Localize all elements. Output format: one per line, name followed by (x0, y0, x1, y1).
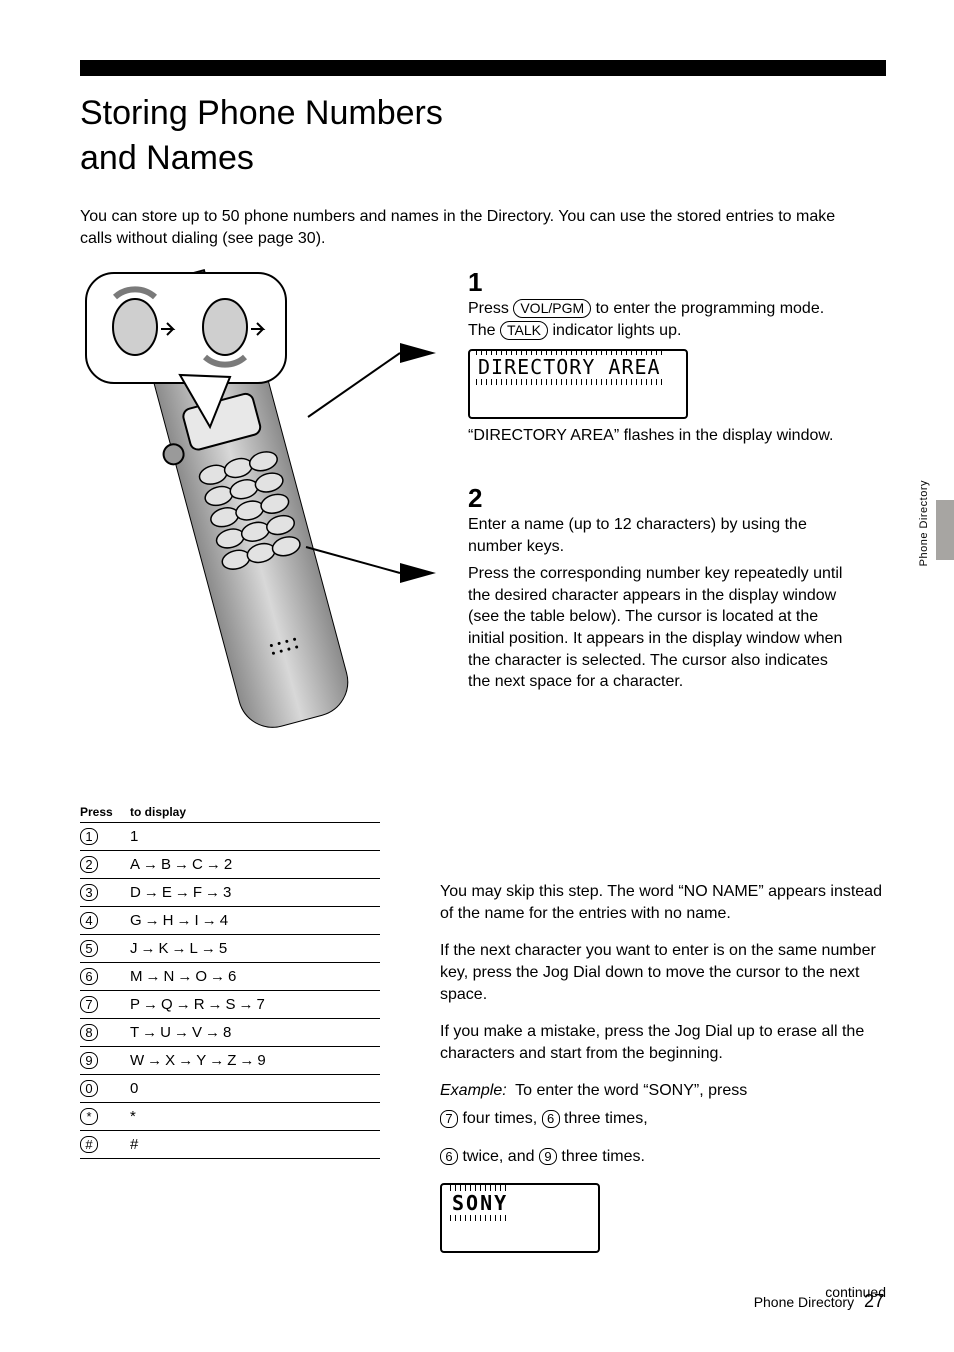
table-keycap: 3 (80, 884, 98, 902)
lcd-text-1: DIRECTORY AREA (478, 355, 661, 379)
example-label-text: Example: (440, 1082, 507, 1099)
page-footer: Phone Directory 27 (754, 1291, 884, 1312)
table-keycap: * (80, 1108, 98, 1126)
table-keycap: 6 (80, 968, 98, 986)
example-text: To enter the word “SONY”, press (515, 1082, 747, 1099)
table-keycap: 2 (80, 856, 98, 874)
note-same-key-a: If the next character you want to enter … (440, 940, 886, 1005)
ex2-mid: twice, and (462, 1148, 538, 1165)
intro-paragraph: You can store up to 50 phone numbers and… (80, 206, 850, 249)
header-rule (80, 60, 886, 76)
section-label-vertical: Phone Directory (918, 480, 930, 566)
section-tab (936, 500, 954, 560)
table-keycap: 9 (80, 1052, 98, 1070)
table-sequence: A→B→C→2 (130, 856, 232, 873)
footer-page-number: 27 (864, 1291, 884, 1311)
page-title-line1: Storing Phone Numbers (80, 94, 886, 133)
page-title-line2: and Names (80, 139, 886, 178)
table-keycap: 7 (80, 996, 98, 1014)
table-sequence: D→E→F→3 (130, 884, 231, 901)
keycap-9: 9 (539, 1148, 557, 1166)
handset-illustration (80, 267, 440, 767)
table-row: 11 (80, 823, 380, 851)
step2-text: Enter a name (up to 12 characters) by us… (468, 514, 854, 557)
table-row: ## (80, 1131, 380, 1159)
step-number-2: 2 (468, 483, 496, 514)
table-sequence: * (130, 1108, 136, 1125)
table-keycap: 5 (80, 940, 98, 958)
table-row: 9 W→X→Y→Z→9 (80, 1047, 380, 1075)
table-head-press: Press (80, 805, 130, 819)
talk-key: TALK (500, 321, 548, 340)
table-row: 5 J→K→L→5 (80, 935, 380, 963)
table-sequence: 0 (130, 1080, 138, 1097)
table-row: ** (80, 1103, 380, 1131)
table-sequence: 1 (130, 828, 138, 845)
volpgm-key: VOL/PGM (513, 299, 591, 318)
table-sequence: M→N→O→6 (130, 968, 236, 985)
table-keycap: 8 (80, 1024, 98, 1042)
step1-sub: “DIRECTORY AREA” flashes in the display … (468, 425, 854, 447)
lcd-sony: SONY (440, 1183, 600, 1253)
keycap-7: 7 (440, 1110, 458, 1128)
example-line-1: 7 four times, 6 three times, (440, 1108, 886, 1130)
note-no-name: You may skip this step. The word “NO NAM… (440, 881, 886, 924)
table-row: 7 P→Q→R→S→7 (80, 991, 380, 1019)
character-table: Press to display 112A→B→C→23D→E→F→34G→H→… (80, 805, 380, 1318)
table-sequence: P→Q→R→S→7 (130, 996, 265, 1013)
ex1-mid: four times, (462, 1110, 541, 1127)
table-row: 00 (80, 1075, 380, 1103)
step-number-1: 1 (468, 267, 496, 298)
table-row: 8 T→U→V→8 (80, 1019, 380, 1047)
table-sequence: T→U→V→8 (130, 1024, 231, 1041)
table-keycap: # (80, 1136, 98, 1154)
table-keycap: 0 (80, 1080, 98, 1098)
table-sequence: G→H→I→4 (130, 912, 228, 929)
table-head-display: to display (130, 805, 186, 819)
example-label: Example: To enter the word “SONY”, press (440, 1080, 886, 1102)
keycap-6b: 6 (440, 1148, 458, 1166)
table-row: 6 M→N→O→6 (80, 963, 380, 991)
step1-text: Press VOL/PGM to enter the programming m… (468, 298, 854, 341)
table-sequence: J→K→L→5 (130, 940, 227, 957)
table-row: 4 G→H→I→4 (80, 907, 380, 935)
ex2-suffix: three times. (561, 1148, 645, 1165)
table-sequence: # (130, 1136, 138, 1153)
step1-text-c: indicator lights up. (552, 322, 681, 339)
lcd-text-2: SONY (452, 1191, 508, 1215)
table-row: 2 A→B→C→2 (80, 851, 380, 879)
step1-text-a: Press (468, 300, 513, 317)
example-line-2: 6 twice, and 9 three times. (440, 1146, 886, 1168)
keycap-6a: 6 (542, 1110, 560, 1128)
ex1-suffix: three times, (564, 1110, 648, 1127)
step2-sub: Press the corresponding number key repea… (468, 563, 854, 693)
table-keycap: 1 (80, 828, 98, 846)
table-sequence: W→X→Y→Z→9 (130, 1052, 266, 1069)
lcd-directory-area: DIRECTORY AREA (468, 349, 688, 419)
table-row: 3 D→E→F→3 (80, 879, 380, 907)
table-keycap: 4 (80, 912, 98, 930)
note-same-key-b: If you make a mistake, press the Jog Dia… (440, 1021, 886, 1064)
footer-section: Phone Directory (754, 1294, 854, 1310)
